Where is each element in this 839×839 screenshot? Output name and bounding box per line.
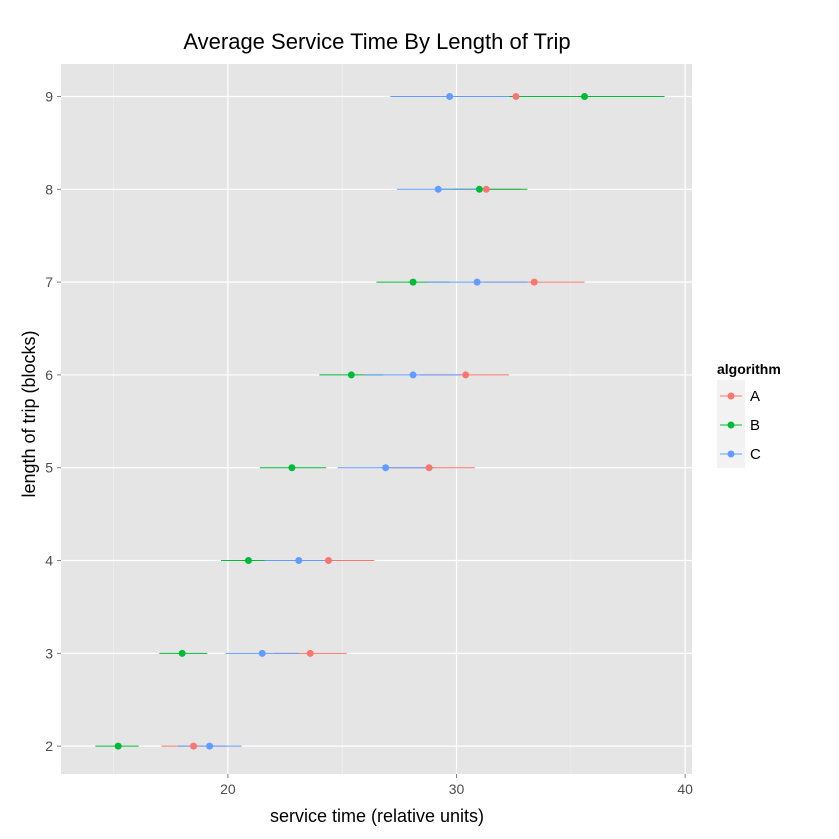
legend-key-point-A: [727, 392, 735, 400]
point-B: [178, 649, 186, 657]
point-A: [324, 557, 332, 565]
point-A: [482, 185, 490, 193]
plot-panel: [61, 64, 692, 774]
point-B: [347, 371, 355, 379]
x-tick-label: 30: [449, 781, 465, 797]
y-tick-label: 2: [45, 738, 53, 754]
point-C: [434, 185, 442, 193]
point-A: [306, 649, 314, 657]
point-C: [295, 557, 303, 565]
y-tick-label: 5: [45, 460, 53, 476]
point-C: [206, 742, 214, 750]
point-A: [190, 742, 198, 750]
legend-label-C: C: [750, 446, 761, 463]
x-axis-title: service time (relative units): [270, 806, 484, 826]
legend-label-A: A: [750, 388, 760, 405]
point-A: [530, 278, 538, 286]
x-tick-label: 20: [220, 781, 236, 797]
point-A: [462, 371, 470, 379]
y-axis-ticks: 2 3 4 5 6 7 8 9: [45, 88, 61, 754]
y-tick-label: 7: [45, 274, 53, 290]
legend-key-point-C: [727, 450, 735, 458]
chart-title: Average Service Time By Length of Trip: [183, 29, 570, 54]
point-B: [114, 742, 122, 750]
point-B: [475, 185, 483, 193]
legend: algorithm ABC: [717, 361, 781, 468]
y-tick-label: 4: [45, 553, 53, 569]
point-C: [446, 92, 454, 100]
point-C: [258, 649, 266, 657]
legend-key-point-B: [727, 421, 735, 429]
point-A: [425, 464, 433, 472]
x-tick-label: 40: [677, 781, 693, 797]
point-B: [244, 557, 252, 565]
point-B: [409, 278, 417, 286]
x-axis-ticks: 20 30 40: [220, 774, 693, 797]
point-A: [512, 92, 520, 100]
legend-label-B: B: [750, 417, 760, 434]
point-B: [288, 464, 296, 472]
y-tick-label: 9: [45, 88, 53, 104]
y-tick-label: 8: [45, 181, 53, 197]
y-tick-label: 6: [45, 367, 53, 383]
point-C: [473, 278, 481, 286]
point-C: [382, 464, 390, 472]
y-tick-label: 3: [45, 645, 53, 661]
legend-title: algorithm: [717, 361, 781, 377]
y-axis-title: length of trip (blocks): [19, 330, 39, 497]
data-marks: [95, 92, 665, 750]
point-B: [581, 92, 589, 100]
point-C: [409, 371, 417, 379]
